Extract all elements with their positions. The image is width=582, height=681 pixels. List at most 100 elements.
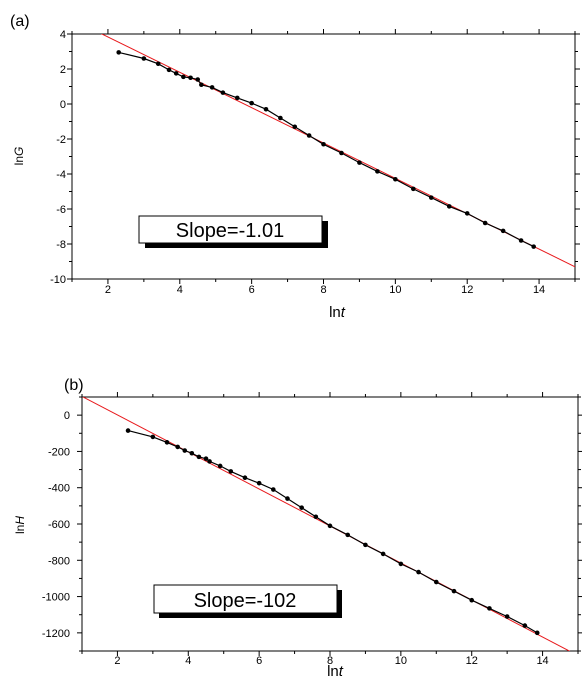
x-tick-label: 4 bbox=[185, 655, 191, 667]
x-tick-label: 6 bbox=[249, 284, 255, 296]
y-tick-label: 2 bbox=[60, 64, 66, 76]
y-axis-title: lnH bbox=[13, 516, 27, 534]
data-point bbox=[249, 100, 254, 106]
y-tick-labels: 0 -200 -400 -600 -800 -1000 -1200 bbox=[42, 410, 70, 640]
axis-ticks bbox=[67, 29, 580, 284]
y-tick-label: 0 bbox=[60, 99, 66, 111]
y-tick-label: -600 bbox=[48, 519, 70, 531]
data-point bbox=[393, 176, 398, 182]
y-axis-title-main: ln bbox=[12, 156, 26, 165]
data-point bbox=[482, 220, 488, 226]
y-tick-label: -1000 bbox=[42, 592, 70, 604]
data-point bbox=[150, 434, 156, 440]
data-point bbox=[534, 630, 540, 636]
y-axis-title-var: G bbox=[12, 147, 26, 156]
y-tick-label: 4 bbox=[60, 29, 66, 41]
x-tick-label: 10 bbox=[389, 284, 401, 296]
y-tick-label: -200 bbox=[48, 446, 70, 458]
x-tick-label: 2 bbox=[105, 284, 111, 296]
data-point bbox=[125, 428, 131, 433]
data-point bbox=[164, 440, 170, 445]
data-point bbox=[433, 579, 439, 585]
panel-a: (a) 2 4 6 8 10 12 14 4 2 0 -2 -4 -6 -8 -10 Slope=-1.0… bbox=[10, 13, 580, 321]
data-point bbox=[242, 475, 248, 481]
data-point bbox=[203, 456, 209, 461]
x-axis-title-main: ln bbox=[327, 663, 339, 680]
slope-text: Slope=-1.01 bbox=[176, 220, 284, 242]
data-point bbox=[321, 141, 326, 147]
data-point bbox=[504, 614, 510, 619]
slope-text: Slope=-102 bbox=[194, 590, 297, 612]
y-tick-label: 0 bbox=[64, 410, 70, 422]
data-point bbox=[175, 444, 180, 450]
data-point bbox=[188, 75, 193, 81]
data-point bbox=[155, 61, 161, 67]
data-point bbox=[207, 459, 212, 464]
data-point bbox=[166, 67, 172, 73]
data-point bbox=[469, 597, 475, 603]
data-point bbox=[464, 211, 470, 216]
data-series bbox=[125, 428, 540, 636]
x-tick-label: 4 bbox=[177, 284, 183, 296]
data-point bbox=[518, 238, 524, 243]
y-tick-label: -8 bbox=[56, 239, 66, 251]
x-tick-label: 8 bbox=[327, 655, 333, 667]
data-point bbox=[416, 569, 421, 575]
slope-box bbox=[153, 584, 338, 614]
data-series bbox=[116, 50, 536, 249]
data-point bbox=[141, 56, 147, 61]
data-point bbox=[217, 463, 223, 469]
x-tick-label: 14 bbox=[536, 655, 548, 667]
data-point bbox=[234, 95, 240, 101]
data-point bbox=[345, 532, 351, 538]
data-point bbox=[181, 74, 186, 80]
data-point bbox=[292, 124, 298, 130]
y-tick-label: -4 bbox=[56, 169, 66, 181]
data-point bbox=[256, 480, 262, 486]
panel-b: (b) 2 4 6 8 10 12 14 0 -200 -400 -600 -800 -1000 -12… bbox=[13, 377, 582, 680]
data-point bbox=[522, 623, 528, 628]
panel-a-label: (a) bbox=[10, 13, 30, 30]
panel-b-label: (b) bbox=[64, 377, 84, 394]
x-tick-label: 8 bbox=[320, 284, 326, 296]
slope-box bbox=[138, 215, 323, 244]
y-tick-label: -2 bbox=[56, 134, 66, 146]
data-point bbox=[357, 160, 362, 165]
x-tick-label: 12 bbox=[466, 655, 478, 667]
data-point bbox=[271, 487, 276, 492]
data-point bbox=[339, 150, 344, 156]
y-tick-labels: 4 2 0 -2 -4 -6 -8 -10 bbox=[50, 29, 66, 286]
y-tick-label: -10 bbox=[50, 274, 66, 286]
data-point bbox=[196, 454, 202, 460]
data-point bbox=[531, 244, 536, 249]
x-axis-title-main: ln bbox=[329, 304, 341, 321]
y-axis-title-var: H bbox=[13, 516, 27, 525]
data-point bbox=[278, 115, 283, 121]
data-point bbox=[487, 606, 492, 611]
data-point bbox=[375, 169, 380, 174]
y-axis-title-main: ln bbox=[13, 525, 27, 534]
data-point bbox=[195, 77, 201, 82]
x-axis-title-var: t bbox=[339, 663, 344, 680]
data-point bbox=[228, 469, 234, 474]
x-tick-label: 12 bbox=[461, 284, 473, 296]
y-tick-label: -400 bbox=[48, 483, 70, 495]
data-point bbox=[182, 448, 188, 453]
data-point bbox=[189, 450, 195, 456]
data-point bbox=[299, 505, 304, 510]
data-point bbox=[220, 90, 226, 95]
slope-annotation: Slope=-102 bbox=[153, 584, 342, 618]
x-tick-label: 2 bbox=[114, 655, 120, 667]
x-tick-labels: 2 4 6 8 10 12 14 bbox=[105, 284, 545, 296]
data-point bbox=[173, 71, 179, 76]
data-point bbox=[306, 133, 312, 138]
data-point bbox=[428, 195, 434, 200]
y-axis-title: lnG bbox=[12, 147, 26, 166]
y-tick-label: -1200 bbox=[42, 628, 70, 640]
x-axis-title: lnt bbox=[327, 663, 344, 680]
data-point bbox=[116, 50, 122, 55]
data-point bbox=[363, 542, 368, 548]
y-tick-label: -800 bbox=[48, 555, 70, 567]
data-point bbox=[500, 228, 506, 234]
